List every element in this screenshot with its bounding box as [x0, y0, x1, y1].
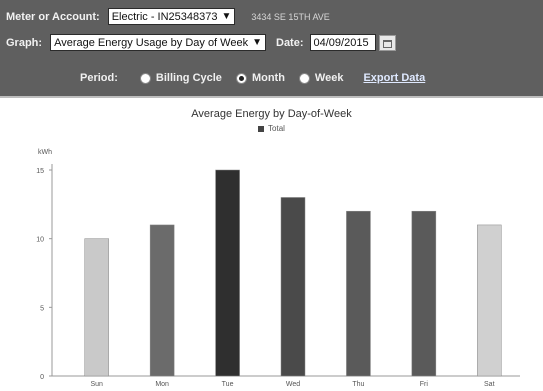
- period-option-month[interactable]: Month: [235, 72, 285, 84]
- graph-select-value: Average Energy Usage by Day of Week: [54, 36, 249, 49]
- bar-mon: [149, 224, 175, 377]
- period-option-billing-cycle[interactable]: Billing Cycle: [139, 72, 222, 84]
- date-input[interactable]: [309, 34, 376, 51]
- legend-label: Total: [268, 124, 285, 133]
- period-row: Period: Billing Cycle Month Week Export …: [80, 72, 425, 84]
- meter-address: 3434 SE 15TH AVE: [251, 11, 330, 22]
- meter-label: Meter or Account:: [6, 10, 100, 23]
- chart-area: Average Energy by Day-of-Week Total kWh 0…: [0, 98, 543, 391]
- y-tick-label: 0: [40, 374, 44, 381]
- bar-sun: [84, 238, 109, 377]
- chart-legend: Total: [0, 124, 543, 133]
- meter-row: Meter or Account: Electric - IN25348373 …: [6, 8, 330, 25]
- period-option-label: Week: [314, 72, 344, 84]
- graph-row: Graph: Average Energy Usage by Day of We…: [6, 34, 396, 51]
- y-tick-label: 5: [40, 305, 44, 312]
- calendar-icon[interactable]: [378, 34, 396, 51]
- x-tick-label: Sat: [484, 381, 495, 388]
- bar-fri: [411, 210, 437, 377]
- meter-select[interactable]: Electric - IN25348373 ▼: [107, 8, 236, 25]
- y-tick-label: 15: [36, 168, 44, 175]
- graph-select[interactable]: Average Energy Usage by Day of Week ▼: [50, 34, 266, 51]
- meter-select-value: Electric - IN25348373: [111, 10, 218, 23]
- chevron-down-icon: ▼: [252, 37, 262, 48]
- period-option-label: Billing Cycle: [155, 72, 222, 84]
- x-tick-label: Sun: [90, 381, 103, 388]
- bar-wed: [280, 197, 306, 377]
- graph-label: Graph:: [6, 36, 43, 49]
- bar-chart: kWh 0 5 10 15 Sun Mon Tue Wed Thu Fri Sat: [36, 149, 520, 388]
- date-label: Date:: [276, 36, 304, 49]
- chart-title: Average Energy by Day-of-Week: [191, 108, 352, 120]
- radio-week[interactable]: [298, 72, 310, 84]
- toolbar: Meter or Account: Electric - IN25348373 …: [0, 0, 543, 98]
- x-tick-label: Mon: [155, 381, 169, 388]
- y-tick-label: 10: [36, 237, 44, 244]
- period-label: Period:: [80, 72, 118, 84]
- radio-billing-cycle[interactable]: [139, 72, 151, 84]
- chevron-down-icon: ▼: [221, 11, 232, 22]
- radio-month[interactable]: [235, 72, 247, 84]
- x-tick-label: Fri: [420, 381, 429, 388]
- legend-swatch: [258, 125, 265, 132]
- bar-sat: [477, 224, 502, 377]
- period-option-week[interactable]: Week: [298, 72, 344, 84]
- export-data-link[interactable]: Export Data: [363, 72, 426, 84]
- y-axis-label: kWh: [38, 149, 52, 156]
- bar-tue: [215, 169, 240, 377]
- x-tick-label: Thu: [352, 381, 364, 388]
- bar-thu: [346, 210, 371, 377]
- x-tick-label: Wed: [286, 381, 300, 388]
- x-tick-label: Tue: [222, 381, 234, 388]
- period-option-label: Month: [251, 72, 285, 84]
